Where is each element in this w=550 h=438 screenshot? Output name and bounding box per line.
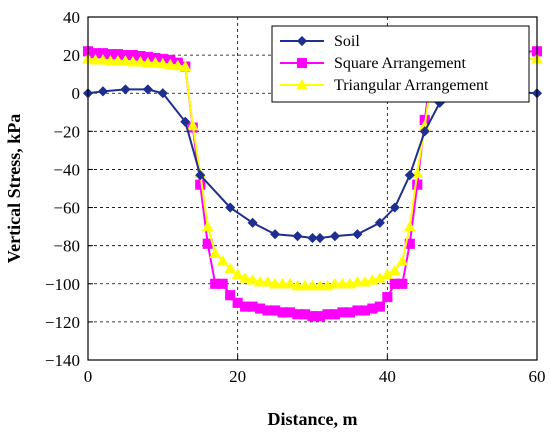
data-point-soil bbox=[270, 229, 281, 240]
data-point-triangular-arrangement bbox=[126, 55, 139, 67]
series-soil bbox=[82, 84, 543, 244]
data-point-soil bbox=[292, 231, 303, 242]
data-point-triangular-arrangement bbox=[224, 262, 237, 274]
data-point-triangular-arrangement bbox=[119, 54, 132, 66]
data-point-soil bbox=[180, 116, 191, 127]
data-point-triangular-arrangement bbox=[403, 220, 416, 232]
data-point-triangular-arrangement bbox=[104, 54, 117, 66]
legend-label-square-arrangement: Square Arrangement bbox=[334, 55, 467, 72]
data-point-soil bbox=[97, 86, 109, 97]
data-point-triangular-arrangement bbox=[186, 119, 199, 131]
x-tick-label: 0 bbox=[84, 367, 93, 386]
data-point-soil bbox=[374, 217, 385, 228]
data-point-square-arrangement bbox=[412, 179, 423, 190]
data-point-triangular-arrangement bbox=[388, 264, 401, 276]
y-tick-label: −60 bbox=[53, 199, 80, 218]
y-tick-label: −40 bbox=[53, 160, 80, 179]
data-point-triangular-arrangement bbox=[284, 277, 296, 289]
data-point-soil bbox=[404, 170, 415, 181]
legend-marker-triangular-arrangement bbox=[296, 78, 308, 90]
data-point-triangular-arrangement bbox=[209, 247, 222, 258]
data-point-soil bbox=[314, 232, 326, 244]
data-point-triangular-arrangement bbox=[97, 53, 109, 65]
series-line-soil bbox=[87, 88, 538, 240]
data-point-soil bbox=[120, 84, 131, 95]
data-point-triangular-arrangement bbox=[149, 56, 162, 68]
y-tick-label: 40 bbox=[63, 8, 80, 27]
data-point-square-arrangement bbox=[397, 278, 408, 289]
x-tick-label: 40 bbox=[379, 367, 396, 386]
data-point-triangular-arrangement bbox=[201, 220, 214, 232]
data-point-soil bbox=[352, 229, 363, 240]
y-axis-title: Vertical Stress, kPa bbox=[4, 114, 24, 263]
data-point-soil bbox=[329, 231, 341, 242]
data-point-triangular-arrangement bbox=[239, 272, 252, 283]
data-point-triangular-arrangement bbox=[299, 279, 311, 291]
x-tick-label: 60 bbox=[529, 367, 546, 386]
data-point-square-arrangement bbox=[217, 278, 228, 289]
y-tick-label: −140 bbox=[45, 351, 80, 370]
data-point-soil bbox=[389, 202, 400, 213]
y-tick-label: −20 bbox=[53, 122, 80, 141]
data-point-triangular-arrangement bbox=[134, 55, 147, 67]
y-tick-label: −80 bbox=[53, 237, 80, 256]
data-point-triangular-arrangement bbox=[261, 275, 274, 287]
data-point-triangular-arrangement bbox=[216, 254, 229, 266]
legend-item-soil: Soil bbox=[280, 33, 360, 50]
data-point-triangular-arrangement bbox=[329, 277, 341, 289]
y-tick-label: 0 bbox=[72, 84, 81, 103]
data-point-triangular-arrangement bbox=[291, 279, 304, 291]
data-point-triangular-arrangement bbox=[112, 54, 124, 66]
data-point-soil bbox=[157, 88, 168, 99]
data-point-square-arrangement bbox=[225, 290, 236, 301]
data-point-triangular-arrangement bbox=[246, 273, 259, 285]
data-point-triangular-arrangement bbox=[276, 277, 289, 289]
data-point-triangular-arrangement bbox=[254, 275, 267, 287]
legend-label-triangular-arrangement: Triangular Arrangement bbox=[334, 77, 489, 94]
data-point-soil bbox=[307, 232, 318, 244]
y-tick-label: −120 bbox=[45, 313, 80, 332]
data-point-triangular-arrangement bbox=[141, 56, 154, 68]
data-point-triangular-arrangement bbox=[396, 254, 409, 266]
data-point-triangular-arrangement bbox=[89, 53, 102, 65]
data-point-soil bbox=[225, 202, 236, 213]
data-point-soil bbox=[142, 84, 153, 95]
data-point-soil bbox=[419, 126, 430, 137]
legend-label-soil: Soil bbox=[334, 33, 360, 50]
legend-item-square-arrangement: Square Arrangement bbox=[280, 55, 467, 72]
data-point-triangular-arrangement bbox=[164, 58, 177, 70]
data-point-triangular-arrangement bbox=[171, 59, 184, 71]
data-point-square-arrangement bbox=[404, 238, 415, 249]
data-point-square-arrangement bbox=[195, 179, 206, 190]
data-point-square-arrangement bbox=[374, 301, 385, 312]
data-point-square-arrangement bbox=[382, 292, 393, 303]
data-point-soil bbox=[247, 217, 258, 228]
data-point-triangular-arrangement bbox=[351, 275, 364, 287]
data-point-soil bbox=[195, 170, 206, 181]
data-point-triangular-arrangement bbox=[231, 268, 244, 279]
y-tick-label: −100 bbox=[45, 275, 80, 294]
data-point-triangular-arrangement bbox=[336, 277, 349, 289]
legend-item-triangular-arrangement: Triangular Arrangement bbox=[280, 77, 489, 94]
data-point-triangular-arrangement bbox=[314, 279, 326, 291]
legend-marker-soil bbox=[296, 35, 308, 47]
data-point-triangular-arrangement bbox=[156, 57, 169, 69]
y-tick-label: 20 bbox=[63, 46, 80, 65]
x-tick-label: 20 bbox=[229, 367, 246, 386]
data-point-triangular-arrangement bbox=[179, 60, 192, 72]
plot-area-frame bbox=[87, 16, 538, 361]
data-point-triangular-arrangement bbox=[306, 279, 319, 291]
legend-marker-square-arrangement bbox=[296, 57, 308, 69]
x-axis-title: Distance, m bbox=[268, 409, 358, 429]
data-point-triangular-arrangement bbox=[269, 277, 282, 289]
legend: Soil Square Arrangement Triangular Arrange… bbox=[271, 25, 530, 103]
